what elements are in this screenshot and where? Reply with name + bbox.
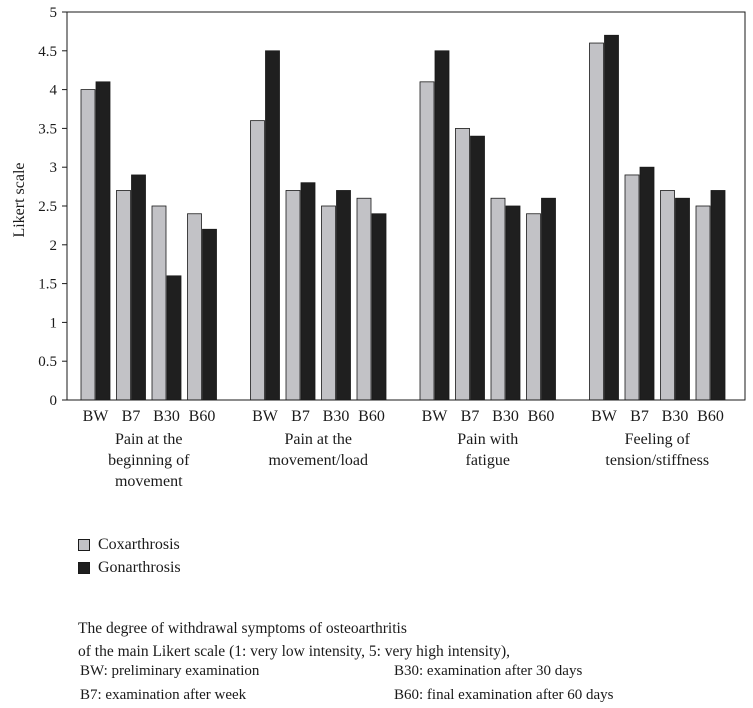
caption: The degree of withdrawal symptoms of ost…	[78, 617, 510, 663]
legend-item-gonarthrosis: Gonarthrosis	[78, 556, 181, 579]
x-category-label: B7	[122, 408, 141, 425]
caption-line-2: of the main Likert scale (1: very low in…	[78, 643, 511, 660]
bar-gonarthrosis	[131, 174, 146, 401]
x-category-label: B60	[528, 408, 555, 425]
bar-gonarthrosis	[202, 228, 217, 401]
bar-coxarthrosis	[490, 197, 506, 401]
group-label: beginning of	[108, 452, 190, 469]
bar-gonarthrosis	[265, 50, 280, 401]
group-label: fatigue	[466, 452, 510, 469]
y-tick-label: 2.5	[38, 199, 57, 215]
x-category-label: B7	[630, 408, 649, 425]
x-category-label: B30	[492, 408, 519, 425]
plot-frame	[66, 11, 746, 401]
abbreviation-list: BW: preliminary examination B30: examina…	[80, 659, 740, 707]
bar-coxarthrosis	[695, 205, 711, 401]
bar-coxarthrosis	[455, 127, 470, 401]
x-category-label: BW	[422, 408, 449, 425]
abbreviation-bw: BW: preliminary examination	[80, 662, 260, 679]
legend: Coxarthrosis Gonarthrosis	[78, 533, 181, 579]
bar-coxarthrosis	[80, 89, 96, 401]
y-tick-label: 3.5	[38, 121, 57, 137]
x-category-label: B30	[662, 408, 689, 425]
bar-gonarthrosis	[95, 81, 111, 401]
bar-gonarthrosis	[675, 197, 690, 401]
bar-gonarthrosis	[470, 135, 485, 401]
bar-coxarthrosis	[660, 190, 675, 401]
bar-chart: Likert scale 0 0.5 1 1.5 2 2.5 3 3.5 4 4.5 5 BW B7 B…	[11, 5, 746, 490]
group-label: movement	[115, 473, 183, 490]
legend-label-coxarthrosis: Coxarthrosis	[98, 535, 180, 553]
bar-coxarthrosis	[526, 213, 541, 401]
legend-label-gonarthrosis: Gonarthrosis	[98, 558, 181, 576]
bar-gonarthrosis	[604, 34, 619, 401]
x-category-label: B60	[358, 408, 385, 425]
bar-coxarthrosis	[285, 190, 301, 401]
bar-coxarthrosis	[624, 174, 640, 401]
bar-gonarthrosis	[166, 275, 182, 401]
y-tick-label: 2	[50, 238, 58, 254]
bar-gonarthrosis	[336, 190, 351, 401]
y-tick-label: 3	[50, 160, 58, 176]
y-tick-label: 1	[50, 315, 58, 331]
bar-coxarthrosis	[356, 197, 372, 401]
x-category-label: B60	[697, 408, 724, 425]
bar-gonarthrosis	[541, 197, 556, 401]
x-category-label: BW	[591, 408, 618, 425]
y-tick-label: 5	[50, 5, 58, 21]
bar-gonarthrosis	[371, 213, 387, 401]
bar-coxarthrosis	[419, 81, 435, 401]
bar-gonarthrosis	[300, 182, 316, 401]
group-label: Feeling of	[625, 431, 691, 448]
y-axis-label: Likert scale	[11, 162, 28, 237]
legend-swatch-gonarthrosis	[78, 561, 90, 574]
group-label: tension/stiffness	[605, 452, 709, 469]
x-category-label: B30	[323, 408, 350, 425]
bar-gonarthrosis	[639, 166, 655, 401]
bar-coxarthrosis	[321, 205, 336, 401]
caption-line-1: The degree of withdrawal symptoms of ost…	[78, 620, 407, 637]
bar-gonarthrosis	[434, 50, 450, 401]
abbreviation-b7: B7: examination after week	[80, 686, 247, 703]
bar-gonarthrosis	[505, 205, 521, 401]
bar-coxarthrosis	[250, 120, 265, 401]
bar-coxarthrosis	[589, 42, 604, 401]
y-tick-label: 0.5	[38, 354, 57, 370]
x-category-label: B60	[189, 408, 216, 425]
bar-coxarthrosis	[151, 205, 167, 401]
x-category-label: BW	[83, 408, 110, 425]
y-tick-label: 0	[50, 393, 58, 409]
x-category-label: B30	[153, 408, 180, 425]
group-label: Pain with	[457, 431, 518, 448]
bar-coxarthrosis	[116, 190, 131, 401]
abbreviation-b60: B60: final examination after 60 days	[394, 686, 614, 703]
x-category-label: BW	[252, 408, 279, 425]
abbreviation-b30: B30: examination after 30 days	[394, 662, 583, 679]
abbreviation-row: BW: preliminary examination B30: examina…	[80, 659, 740, 683]
x-category-label: B7	[461, 408, 480, 425]
bar-coxarthrosis	[187, 213, 202, 401]
y-tick-label: 4.5	[38, 44, 57, 60]
y-tick-label: 1.5	[38, 277, 57, 293]
legend-swatch-coxarthrosis	[78, 538, 90, 551]
group-label: movement/load	[268, 452, 368, 469]
abbreviation-row: B7: examination after week B60: final ex…	[80, 683, 740, 707]
group-label: Pain at the	[115, 431, 183, 448]
x-category-label: B7	[291, 408, 310, 425]
group-label: Pain at the	[284, 431, 352, 448]
y-tick-label: 4	[50, 83, 58, 99]
legend-item-coxarthrosis: Coxarthrosis	[78, 533, 181, 556]
bar-gonarthrosis	[710, 190, 726, 401]
